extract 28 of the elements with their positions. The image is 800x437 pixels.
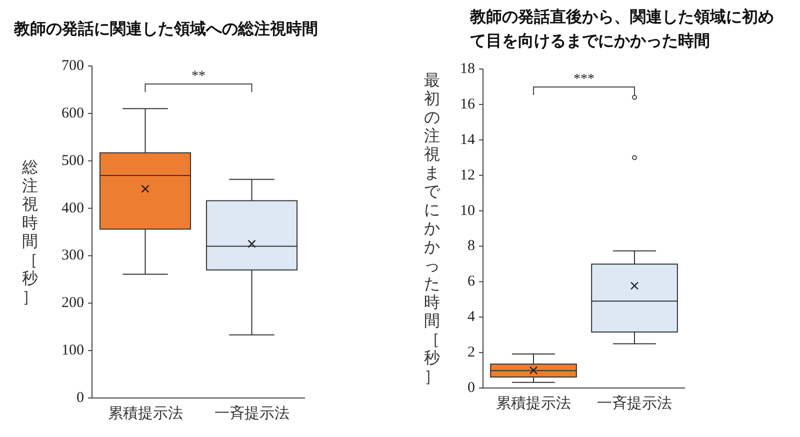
annotation: *** [574, 72, 594, 87]
x-tick-label: 累積提示法 [496, 395, 571, 412]
y-tick-label: 700 [62, 58, 84, 74]
y-tick-label: 4 [468, 309, 476, 326]
y-tick-label: 8 [468, 238, 475, 254]
y-axis-title: 総注視時間［秒］ [21, 158, 38, 306]
y-tick-label: 18 [460, 61, 475, 77]
y-tick-label: 16 [460, 96, 476, 112]
y-tick-label: 600 [62, 105, 84, 122]
x-tick-label: 一斉提示法 [214, 405, 290, 422]
chart-title: 教師の発話直後から、関連した領域に初めて目を向けるまでにかかった時間 [469, 8, 774, 50]
y-tick-label: 14 [460, 132, 476, 148]
text: 最初の注視までにかかった時間［秒］ [424, 72, 440, 385]
y-tick-label: 2 [468, 344, 475, 361]
annotation: ** [192, 69, 206, 84]
y-tick-label: 0 [468, 380, 475, 396]
y-tick-label: 10 [460, 202, 475, 219]
y-tick-label: 12 [460, 167, 475, 184]
y-tick-label: 200 [62, 295, 84, 312]
x-tick-label: 累積提示法 [108, 405, 183, 422]
y-tick-label: 100 [62, 342, 84, 359]
y-tick-label: 500 [62, 152, 84, 169]
y-tick-label: 6 [468, 274, 476, 290]
y-tick-label: 0 [76, 390, 84, 406]
y-tick-label: 400 [62, 200, 84, 216]
chart-title: 教師の発話に関連した領域への総注視時間 [13, 20, 318, 38]
y-tick-label: 300 [62, 248, 84, 264]
x-tick-label: 一斉提示法 [597, 395, 672, 412]
